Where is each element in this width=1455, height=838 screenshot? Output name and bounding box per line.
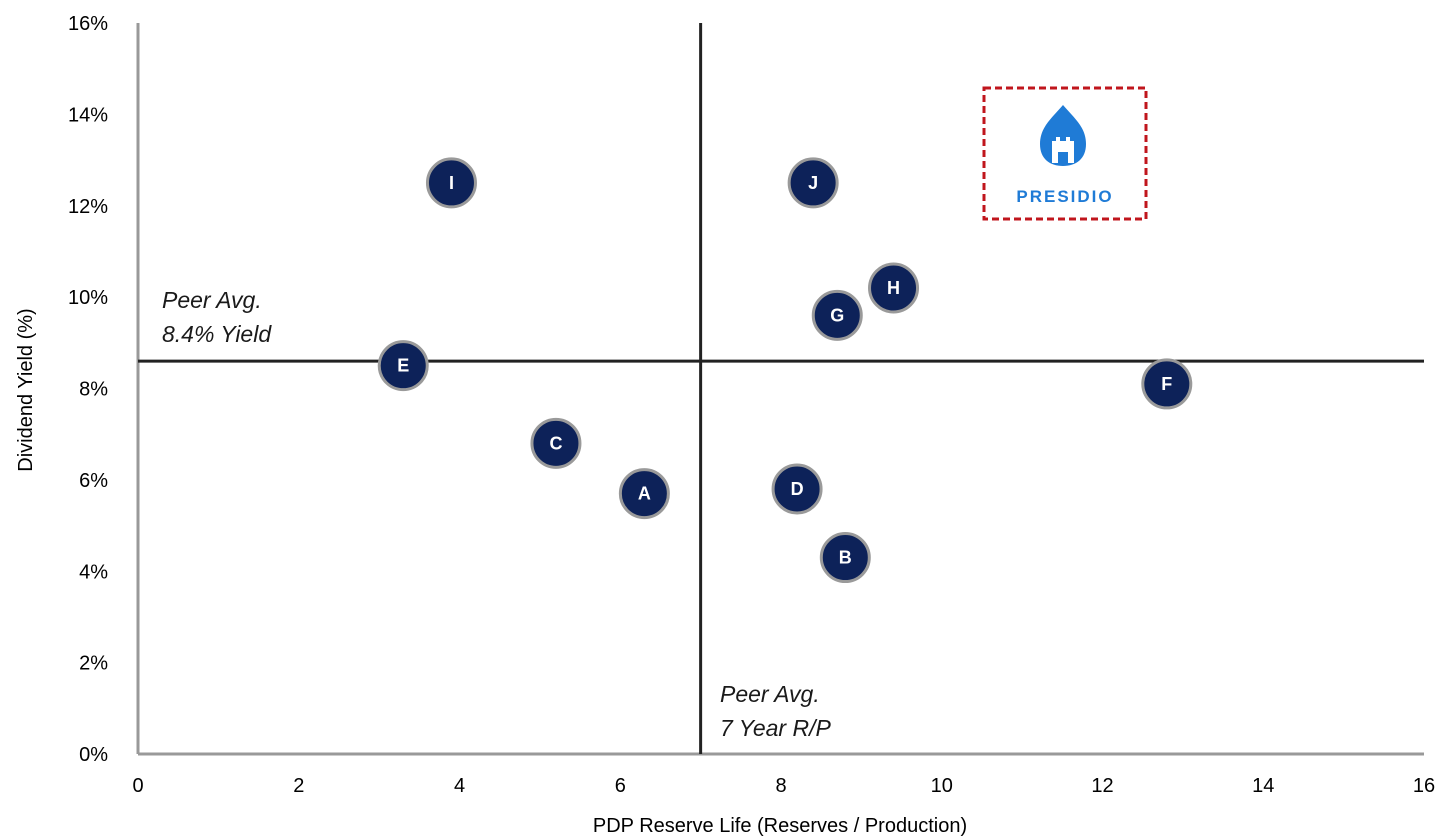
data-point-f: F bbox=[1141, 358, 1193, 410]
point-marker bbox=[868, 262, 920, 314]
y-axis-ticks: 0% 2% 4% 6% 8% 10% 12% 14% 16% bbox=[68, 13, 108, 766]
x-tick-label: 16 bbox=[1413, 775, 1435, 797]
point-marker bbox=[771, 463, 823, 515]
x-axis-ticks: 0 2 4 6 8 10 12 14 16 bbox=[132, 775, 1435, 797]
x-tick-label: 2 bbox=[293, 775, 304, 797]
point-marker bbox=[811, 289, 863, 341]
x-tick-label: 10 bbox=[931, 775, 953, 797]
point-label: H bbox=[887, 278, 900, 298]
y-tick-label: 12% bbox=[68, 196, 108, 218]
x-tick-label: 14 bbox=[1252, 775, 1274, 797]
point-marker bbox=[618, 468, 670, 520]
point-label: J bbox=[808, 173, 818, 193]
yield-avg-label-line1: Peer Avg. bbox=[162, 287, 262, 313]
x-axis-title: PDP Reserve Life (Reserves / Production) bbox=[593, 815, 967, 837]
reserve-life-avg-label-line2: 7 Year R/P bbox=[720, 715, 831, 741]
yield-avg-label-line2: 8.4% Yield bbox=[162, 321, 272, 347]
presidio-logo-text: PRESIDIO bbox=[1016, 187, 1113, 206]
x-tick-label: 4 bbox=[454, 775, 465, 797]
point-label: G bbox=[830, 305, 844, 325]
y-tick-label: 4% bbox=[79, 561, 108, 583]
y-tick-label: 16% bbox=[68, 13, 108, 35]
y-tick-label: 8% bbox=[79, 379, 108, 401]
y-tick-label: 6% bbox=[79, 470, 108, 492]
data-point-c: C bbox=[530, 417, 582, 469]
reserve-life-avg-label-line1: Peer Avg. bbox=[720, 681, 820, 707]
point-label: F bbox=[1161, 374, 1172, 394]
data-point-e: E bbox=[377, 340, 429, 392]
presidio-highlight-box: PRESIDIO bbox=[982, 86, 1148, 221]
point-label: D bbox=[791, 479, 804, 499]
point-label: B bbox=[839, 548, 852, 568]
point-label: A bbox=[638, 484, 651, 504]
y-axis-title: Dividend Yield (%) bbox=[15, 308, 37, 471]
data-points: A B C D E F G H I J bbox=[377, 157, 1193, 584]
data-point-g: G bbox=[811, 289, 863, 341]
y-tick-label: 0% bbox=[79, 744, 108, 766]
data-point-b: B bbox=[819, 532, 871, 584]
point-label: E bbox=[397, 356, 409, 376]
x-tick-label: 0 bbox=[132, 775, 143, 797]
point-marker bbox=[377, 340, 429, 392]
point-label: C bbox=[549, 433, 562, 453]
x-tick-label: 8 bbox=[775, 775, 786, 797]
y-tick-label: 2% bbox=[79, 653, 108, 675]
point-marker bbox=[1141, 358, 1193, 410]
x-tick-label: 6 bbox=[615, 775, 626, 797]
point-marker bbox=[787, 157, 839, 209]
data-point-h: H bbox=[868, 262, 920, 314]
data-point-i: I bbox=[425, 157, 477, 209]
y-tick-label: 10% bbox=[68, 287, 108, 309]
y-tick-label: 14% bbox=[68, 104, 108, 126]
data-point-a: A bbox=[618, 468, 670, 520]
presidio-logo-icon bbox=[1040, 105, 1086, 166]
point-label: I bbox=[449, 173, 454, 193]
point-marker bbox=[819, 532, 871, 584]
data-point-j: J bbox=[787, 157, 839, 209]
point-marker bbox=[425, 157, 477, 209]
data-point-d: D bbox=[771, 463, 823, 515]
point-marker bbox=[530, 417, 582, 469]
x-tick-label: 12 bbox=[1091, 775, 1113, 797]
